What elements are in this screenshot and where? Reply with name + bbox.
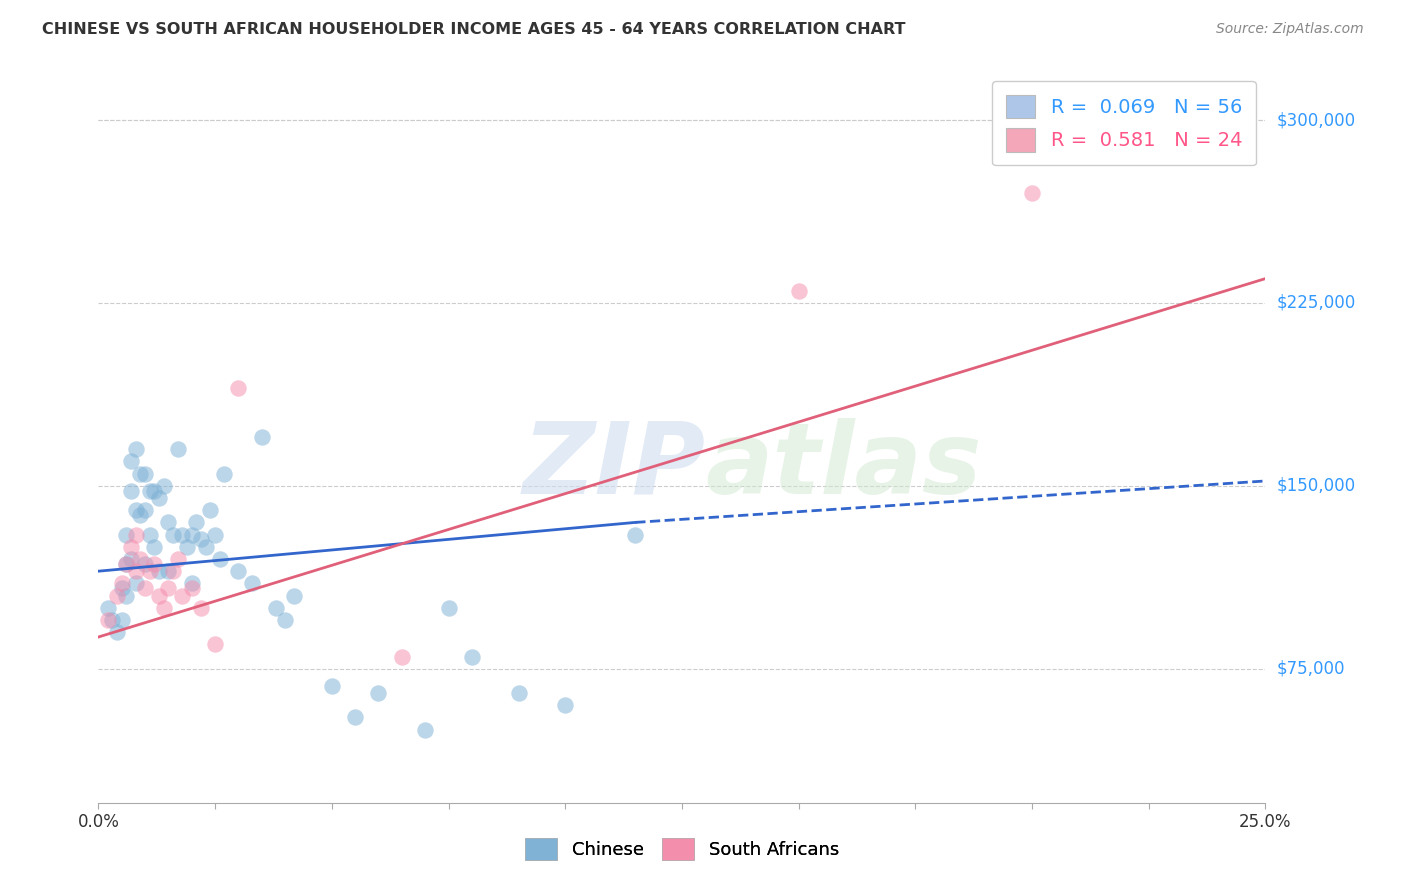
- Point: [134, 581, 156, 595]
- Point: [143, 540, 166, 554]
- Point: [180, 576, 202, 591]
- Point: [134, 467, 156, 481]
- Text: CHINESE VS SOUTH AFRICAN HOUSEHOLDER INCOME AGES 45 - 64 YEARS CORRELATION CHART: CHINESE VS SOUTH AFRICAN HOUSEHOLDER INC…: [42, 22, 905, 37]
- Point: [125, 442, 148, 457]
- Point: [139, 483, 162, 498]
- Point: [624, 527, 647, 541]
- Point: [148, 564, 170, 578]
- Point: [120, 454, 142, 468]
- Text: ZIP: ZIP: [522, 417, 706, 515]
- Point: [97, 600, 120, 615]
- Point: [391, 649, 413, 664]
- Point: [120, 552, 142, 566]
- Point: [111, 581, 134, 595]
- Point: [787, 284, 810, 298]
- Text: $225,000: $225,000: [1277, 294, 1355, 312]
- Point: [125, 503, 148, 517]
- Point: [105, 589, 128, 603]
- Point: [274, 613, 297, 627]
- Point: [143, 557, 166, 571]
- Point: [125, 527, 148, 541]
- Point: [115, 557, 138, 571]
- Point: [115, 527, 138, 541]
- Point: [134, 557, 156, 571]
- Legend: Chinese, South Africans: Chinese, South Africans: [517, 830, 846, 867]
- Point: [111, 576, 134, 591]
- Point: [105, 625, 128, 640]
- Point: [120, 540, 142, 554]
- Point: [180, 527, 202, 541]
- Point: [176, 540, 198, 554]
- Point: [228, 381, 250, 395]
- Point: [508, 686, 530, 700]
- Point: [157, 564, 180, 578]
- Point: [129, 508, 152, 522]
- Point: [180, 581, 202, 595]
- Text: $150,000: $150,000: [1277, 477, 1355, 495]
- Point: [214, 467, 236, 481]
- Point: [190, 600, 212, 615]
- Point: [157, 581, 180, 595]
- Point: [125, 576, 148, 591]
- Point: [134, 503, 156, 517]
- Text: $75,000: $75,000: [1277, 660, 1346, 678]
- Point: [115, 557, 138, 571]
- Point: [166, 552, 188, 566]
- Point: [148, 589, 170, 603]
- Point: [200, 503, 222, 517]
- Point: [554, 698, 576, 713]
- Point: [250, 430, 273, 444]
- Point: [111, 613, 134, 627]
- Point: [129, 552, 152, 566]
- Point: [143, 483, 166, 498]
- Point: [344, 710, 367, 724]
- Point: [101, 613, 124, 627]
- Point: [228, 564, 250, 578]
- Point: [264, 600, 287, 615]
- Point: [204, 637, 226, 651]
- Point: [461, 649, 484, 664]
- Point: [129, 467, 152, 481]
- Point: [157, 516, 180, 530]
- Point: [204, 527, 226, 541]
- Point: [413, 723, 436, 737]
- Point: [242, 576, 264, 591]
- Point: [125, 564, 148, 578]
- Text: Source: ZipAtlas.com: Source: ZipAtlas.com: [1216, 22, 1364, 37]
- Text: atlas: atlas: [706, 417, 981, 515]
- Point: [367, 686, 389, 700]
- Point: [283, 589, 305, 603]
- Point: [321, 679, 343, 693]
- Point: [1021, 186, 1043, 201]
- Point: [172, 589, 194, 603]
- Point: [152, 479, 174, 493]
- Point: [162, 527, 184, 541]
- Point: [186, 516, 208, 530]
- Point: [97, 613, 120, 627]
- Point: [115, 589, 138, 603]
- Text: $300,000: $300,000: [1277, 112, 1355, 129]
- Point: [190, 533, 212, 547]
- Point: [208, 552, 231, 566]
- Point: [152, 600, 174, 615]
- Point: [172, 527, 194, 541]
- Point: [148, 491, 170, 505]
- Point: [139, 564, 162, 578]
- Point: [194, 540, 217, 554]
- Point: [120, 483, 142, 498]
- Point: [162, 564, 184, 578]
- Point: [139, 527, 162, 541]
- Point: [437, 600, 460, 615]
- Point: [166, 442, 188, 457]
